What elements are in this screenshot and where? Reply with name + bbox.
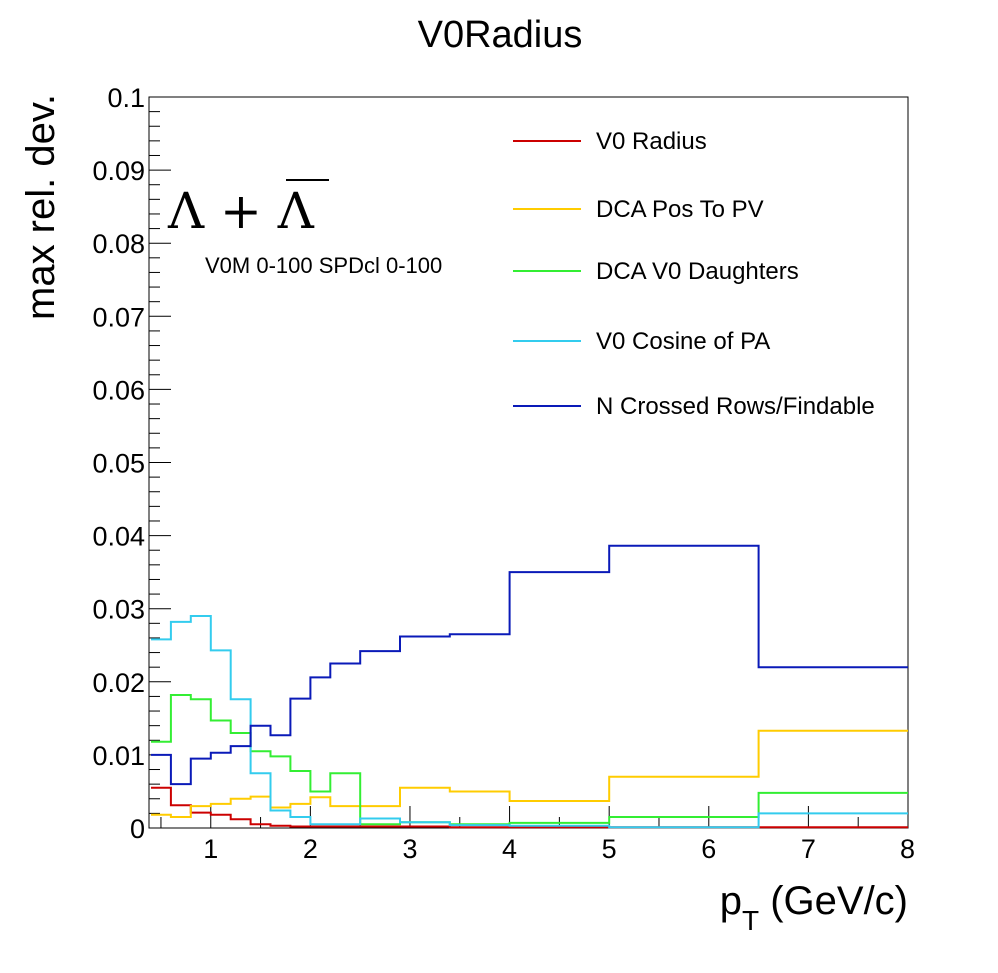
y-tick-label: 0.03 (92, 595, 145, 625)
chart-title: V0Radius (418, 14, 583, 56)
y-tick-label: 0.08 (92, 229, 145, 259)
series-line (151, 615, 908, 829)
series-lines (151, 544, 908, 829)
y-tick-label: 0.05 (92, 449, 145, 479)
y-tick-label: 0 (130, 814, 145, 844)
y-tick-label: 0.06 (92, 375, 145, 405)
x-tick-label: 1 (203, 834, 218, 864)
axis-tick-labels: 0 0.01 0.02 0.03 0.04 0.05 0.06 0.07 0.08 0.09 0.1… (92, 83, 915, 864)
selection-annotation: V0M 0-100 SPDcl 0-100 (205, 253, 442, 278)
x-tick-label: 6 (701, 834, 716, 864)
series-line (151, 694, 908, 826)
series-line (151, 729, 908, 818)
legend-entry: DCA V0 Daughters (596, 258, 799, 285)
y-tick-label: 0.1 (107, 83, 145, 113)
x-tick-label: 4 (502, 834, 517, 864)
y-axis-label: max rel. dev. (19, 94, 63, 320)
y-tick-label: 0.01 (92, 741, 145, 771)
legend-entry: N Crossed Rows/Findable (596, 393, 875, 420)
x-tick-label: 8 (900, 834, 915, 864)
legend-entry: V0 Cosine of PA (596, 328, 770, 355)
y-tick-label: 0.09 (92, 156, 145, 186)
x-axis-label-subscript: T (742, 905, 759, 936)
x-tick-label: 2 (303, 834, 318, 864)
y-tick-label: 0.02 (92, 668, 145, 698)
series-line (151, 544, 908, 786)
legend-entry: DCA Pos To PV (596, 196, 764, 223)
x-tick-label: 5 (602, 834, 617, 864)
y-tick-label: 0.04 (92, 522, 145, 552)
x-axis-label-unit: (GeV/c) (759, 879, 908, 923)
legend-entry: V0 Radius (596, 128, 707, 155)
axis-ticks (149, 96, 909, 829)
particle-annotation: Λ + Λ (167, 182, 315, 240)
y-tick-label: 0.07 (92, 302, 145, 332)
x-tick-label: 7 (801, 834, 816, 864)
x-axis-label: pT (GeV/c) (720, 879, 908, 936)
x-tick-label: 3 (402, 834, 417, 864)
x-axis-label-main: p (720, 879, 742, 923)
legend: V0 Radius DCA Pos To PV DCA V0 Daughters V0… (513, 128, 875, 420)
